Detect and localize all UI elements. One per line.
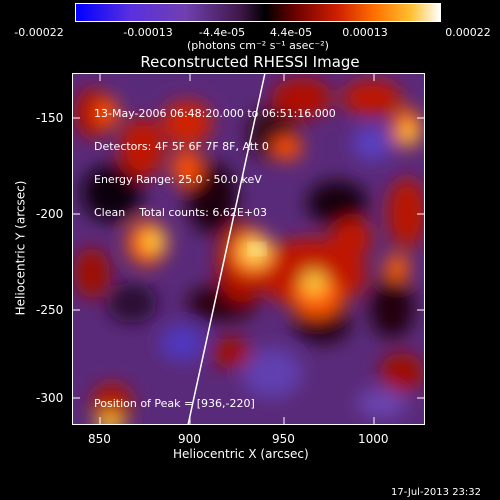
x-tick-label: 1000 — [358, 432, 389, 446]
observation-info: 13-May-2006 06:48:20.000 to 06:51:16.000… — [94, 86, 336, 229]
colorbar-tick-0: -0.00022 — [14, 26, 64, 39]
peak-position: Position of Peak = [936,-220] — [94, 397, 255, 410]
info-line-counts: Clean Total counts: 6.62E+03 — [94, 206, 268, 219]
rhessi-image — [72, 73, 425, 425]
info-line-detectors: Detectors: 4F 5F 6F 7F 8F, Att 0 — [94, 140, 269, 153]
x-tick-label: 850 — [88, 432, 111, 446]
info-line-time: 13-May-2006 06:48:20.000 to 06:51:16.000 — [94, 107, 336, 120]
y-axis-title: Heliocentric Y (arcsec) — [13, 180, 28, 316]
colorbar-units: (photons cm⁻² s⁻¹ asec⁻²) — [187, 39, 329, 52]
colorbar-tick-3: 4.4e-05 — [269, 26, 313, 39]
colorbar-tick-2: -4.4e-05 — [198, 26, 246, 39]
x-tick-label: 900 — [178, 432, 201, 446]
info-line-energy: Energy Range: 25.0 - 50.0 keV — [94, 173, 262, 186]
colorbar-tick-1: -0.00013 — [123, 26, 173, 39]
y-tick-label: -300 — [36, 391, 64, 405]
colorbar-tick-5: 0.00022 — [445, 26, 491, 39]
colorbar — [75, 3, 441, 22]
solar-limb-line — [187, 73, 266, 425]
y-tick-label: -150 — [36, 111, 64, 125]
colorbar-tick-4: 0.00013 — [342, 26, 388, 39]
x-tick-label: 950 — [272, 432, 295, 446]
y-tick-label: -250 — [36, 303, 64, 317]
plot-timestamp: 17-Jul-2013 23:32 — [391, 487, 482, 498]
y-tick-label: -200 — [36, 207, 64, 221]
plot-title: Reconstructed RHESSI Image — [140, 53, 360, 71]
x-axis-title: Heliocentric X (arcsec) — [173, 447, 309, 461]
